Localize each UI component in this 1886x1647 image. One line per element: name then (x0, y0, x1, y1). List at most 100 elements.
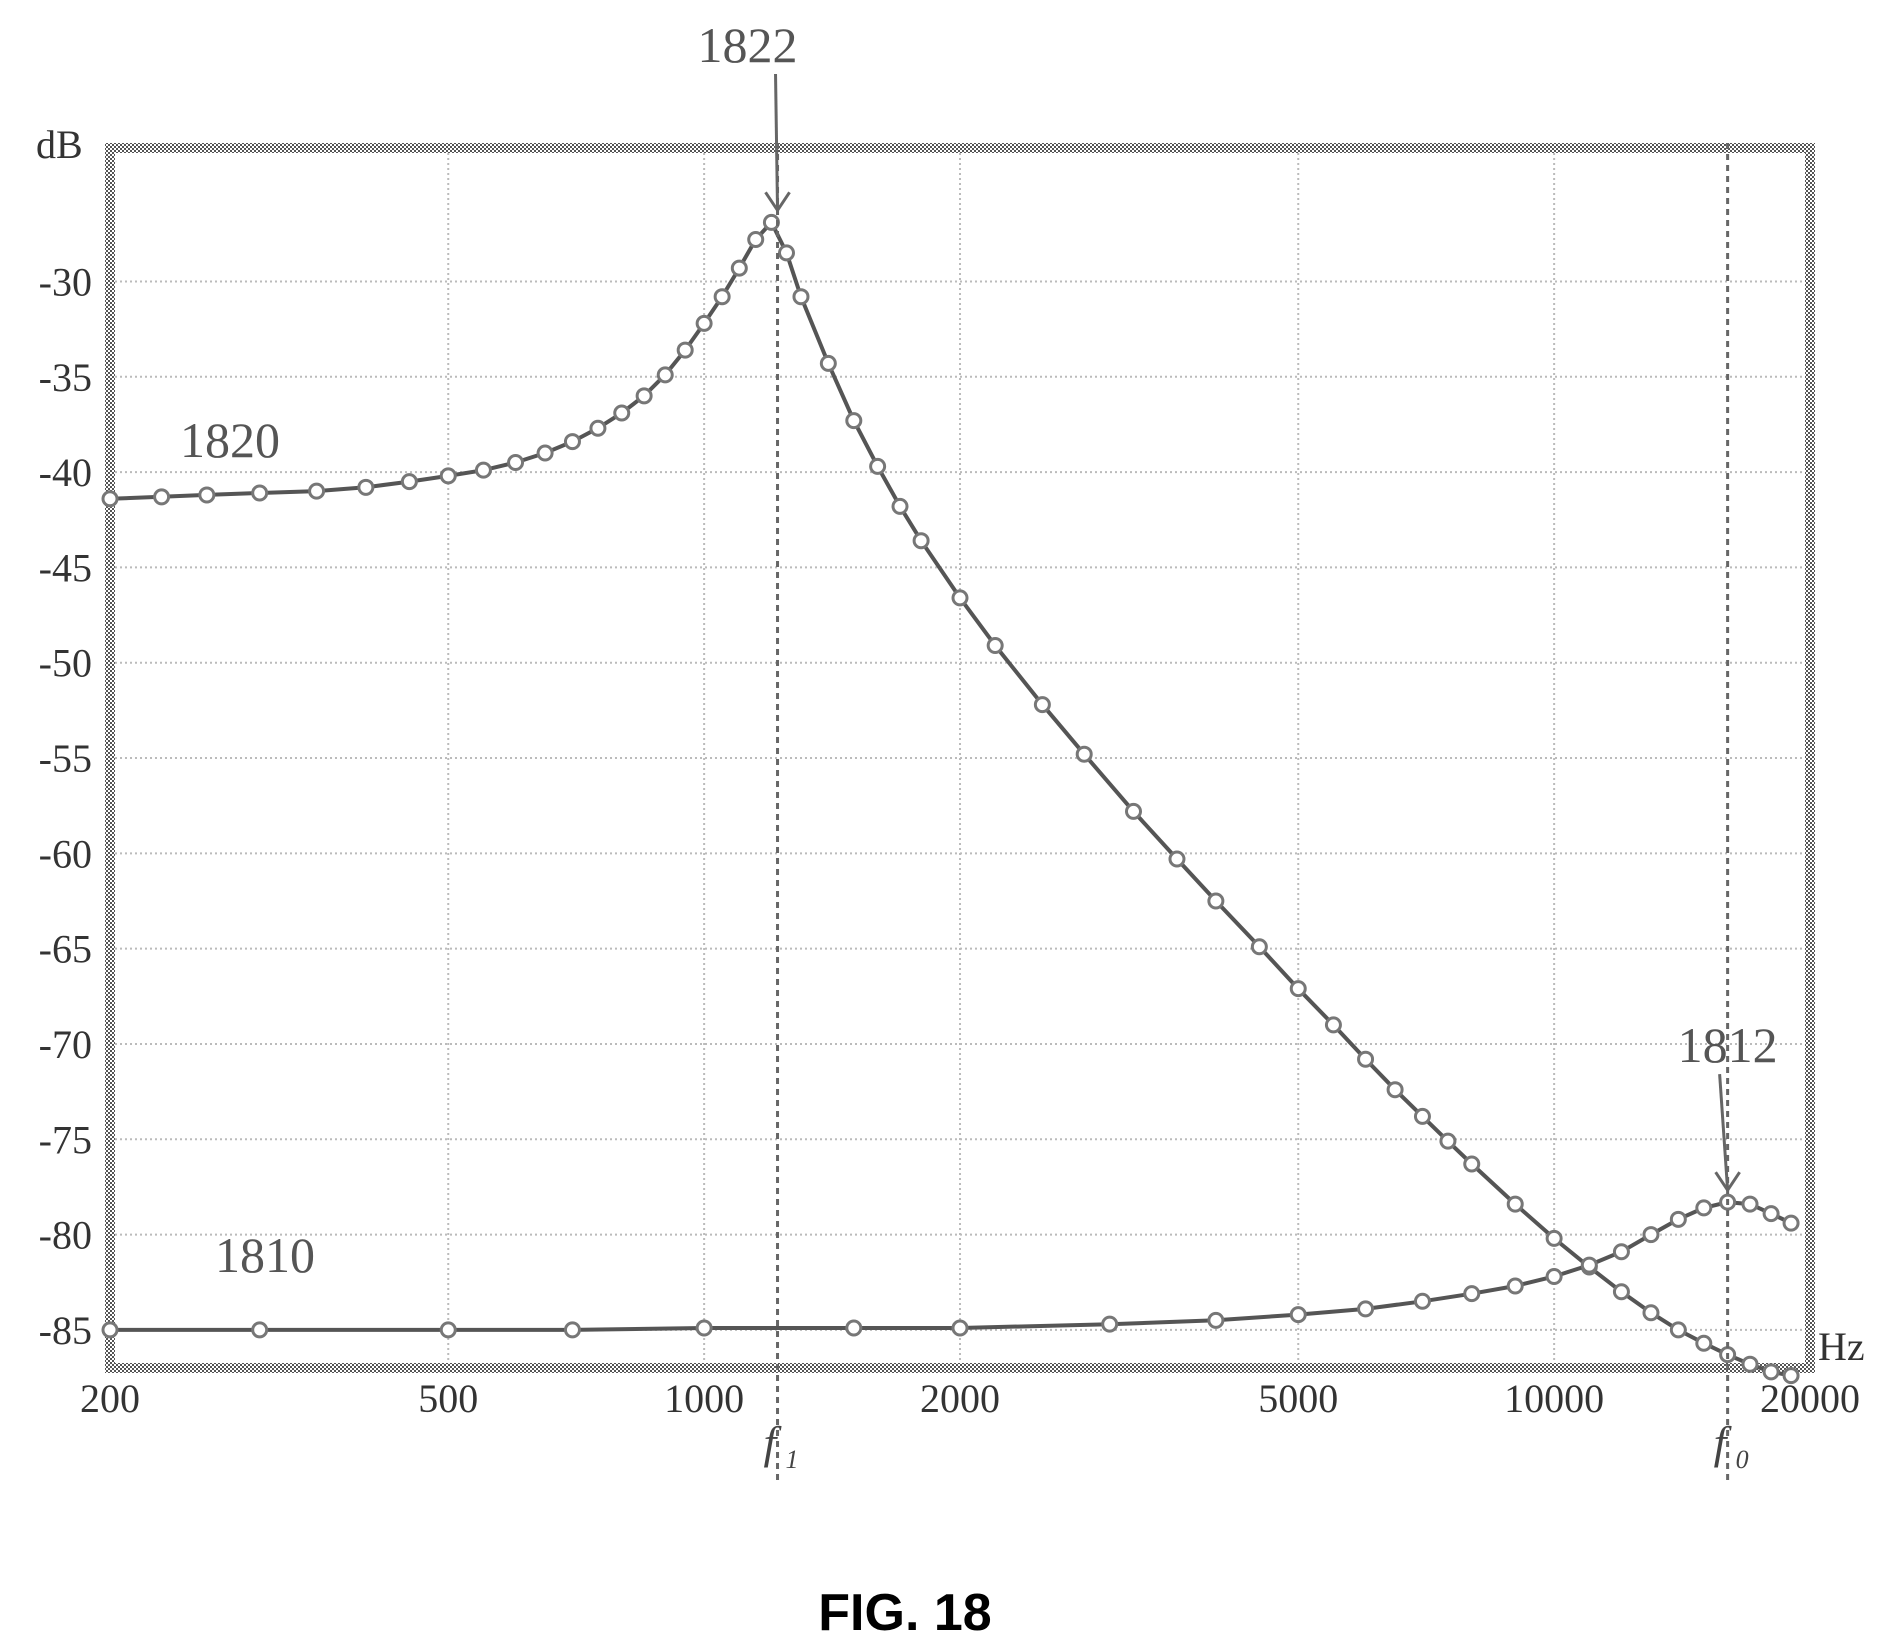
annotation-arrowhead (1714, 1171, 1741, 1193)
data-point (1642, 1226, 1660, 1244)
data-point (1545, 1268, 1563, 1285)
marker-symbol: f (1714, 1417, 1733, 1468)
data-point (1413, 1292, 1431, 1310)
x-tick-label: 500 (418, 1376, 478, 1421)
data-point (635, 387, 653, 405)
y-tick-label: -70 (39, 1022, 92, 1067)
data-point (1762, 1205, 1780, 1223)
data-point (951, 1319, 969, 1337)
y-tick-label: -40 (39, 450, 92, 495)
annotation-leader (1718, 1074, 1730, 1191)
data-point (1463, 1155, 1481, 1173)
x-axis-ticks: 200 500 1000 2000 5000 10000 20000 (80, 1376, 1860, 1421)
data-point (986, 637, 1004, 655)
series-label: 1810 (215, 1227, 315, 1283)
data-point (1695, 1199, 1713, 1217)
data-point (656, 366, 674, 384)
annotation-label: 1812 (1678, 1017, 1778, 1073)
data-point (251, 484, 269, 502)
y-tick-label: -80 (39, 1213, 92, 1258)
data-point (1357, 1050, 1375, 1068)
series: 1820 1810 (101, 213, 1800, 1385)
grid (110, 148, 1810, 1368)
data-point (563, 433, 581, 451)
data-point (1506, 1277, 1524, 1295)
data-point (1101, 1315, 1119, 1333)
x-tick-label: 5000 (1258, 1376, 1338, 1421)
data-point (1669, 1321, 1687, 1339)
data-point (1695, 1334, 1713, 1352)
x-tick-label: 10000 (1504, 1376, 1604, 1421)
marker-symbol: f (764, 1417, 783, 1468)
y-tick-label: -75 (39, 1117, 92, 1162)
data-point (1762, 1363, 1780, 1381)
data-point (1386, 1081, 1404, 1099)
data-point (1289, 980, 1307, 998)
data-point (101, 490, 119, 508)
data-point (869, 457, 887, 475)
data-point (1289, 1306, 1307, 1324)
data-point (1612, 1283, 1630, 1301)
annotation-arrowhead (764, 191, 791, 214)
data-point (1669, 1210, 1687, 1228)
data-point (1250, 938, 1268, 956)
data-point (792, 288, 810, 306)
marker-subscript: 0 (1736, 1445, 1749, 1474)
data-point (1463, 1285, 1481, 1303)
series-line (109, 218, 1792, 1378)
y-tick-label: -45 (39, 545, 92, 590)
series-1820: 1820 (101, 213, 1800, 1385)
y-tick-label: -85 (39, 1308, 92, 1353)
annotation-1822: 1822 (698, 17, 798, 214)
data-point (730, 259, 748, 277)
data-point (439, 467, 457, 485)
data-point (777, 244, 795, 262)
data-point (1782, 1214, 1800, 1232)
x-tick-label: 1000 (664, 1376, 744, 1421)
y-tick-label: -60 (39, 831, 92, 876)
data-point (563, 1321, 581, 1339)
y-tick-label: -55 (39, 736, 92, 781)
x-tick-label: 20000 (1760, 1376, 1860, 1421)
data-point (951, 589, 969, 607)
marker-subscript: 1 (786, 1445, 799, 1474)
data-point (251, 1321, 269, 1339)
data-point (1506, 1195, 1524, 1213)
y-tick-label: -35 (39, 355, 92, 400)
plot-frame (105, 143, 1815, 1373)
data-point (1545, 1229, 1563, 1247)
data-point (1642, 1304, 1660, 1322)
data-point (1033, 696, 1051, 714)
data-point (1207, 892, 1225, 910)
data-point (676, 341, 694, 359)
data-point (891, 497, 909, 515)
annotation-1812: 1812 (1678, 1017, 1778, 1193)
data-point (613, 404, 631, 422)
data-point (1782, 1367, 1800, 1385)
x-tick-label: 2000 (920, 1376, 1000, 1421)
y-tick-label: -50 (39, 641, 92, 686)
data-point (308, 482, 326, 500)
data-point (1075, 745, 1093, 763)
annotation-label: 1822 (698, 17, 798, 73)
annotations: 1822 1812 (698, 17, 1778, 1193)
data-point (357, 478, 375, 496)
data-point (101, 1321, 119, 1339)
data-point (695, 314, 713, 332)
data-point (1741, 1355, 1759, 1373)
data-point (589, 419, 607, 437)
data-point (1125, 802, 1143, 820)
data-point (845, 1319, 863, 1337)
data-point (1207, 1311, 1225, 1329)
data-point (153, 488, 171, 506)
data-point (507, 454, 525, 472)
series-label: 1820 (180, 412, 280, 468)
data-point (1612, 1243, 1630, 1261)
data-point (819, 354, 837, 372)
data-point (1580, 1256, 1598, 1274)
data-point (695, 1319, 713, 1337)
data-point (912, 532, 930, 550)
